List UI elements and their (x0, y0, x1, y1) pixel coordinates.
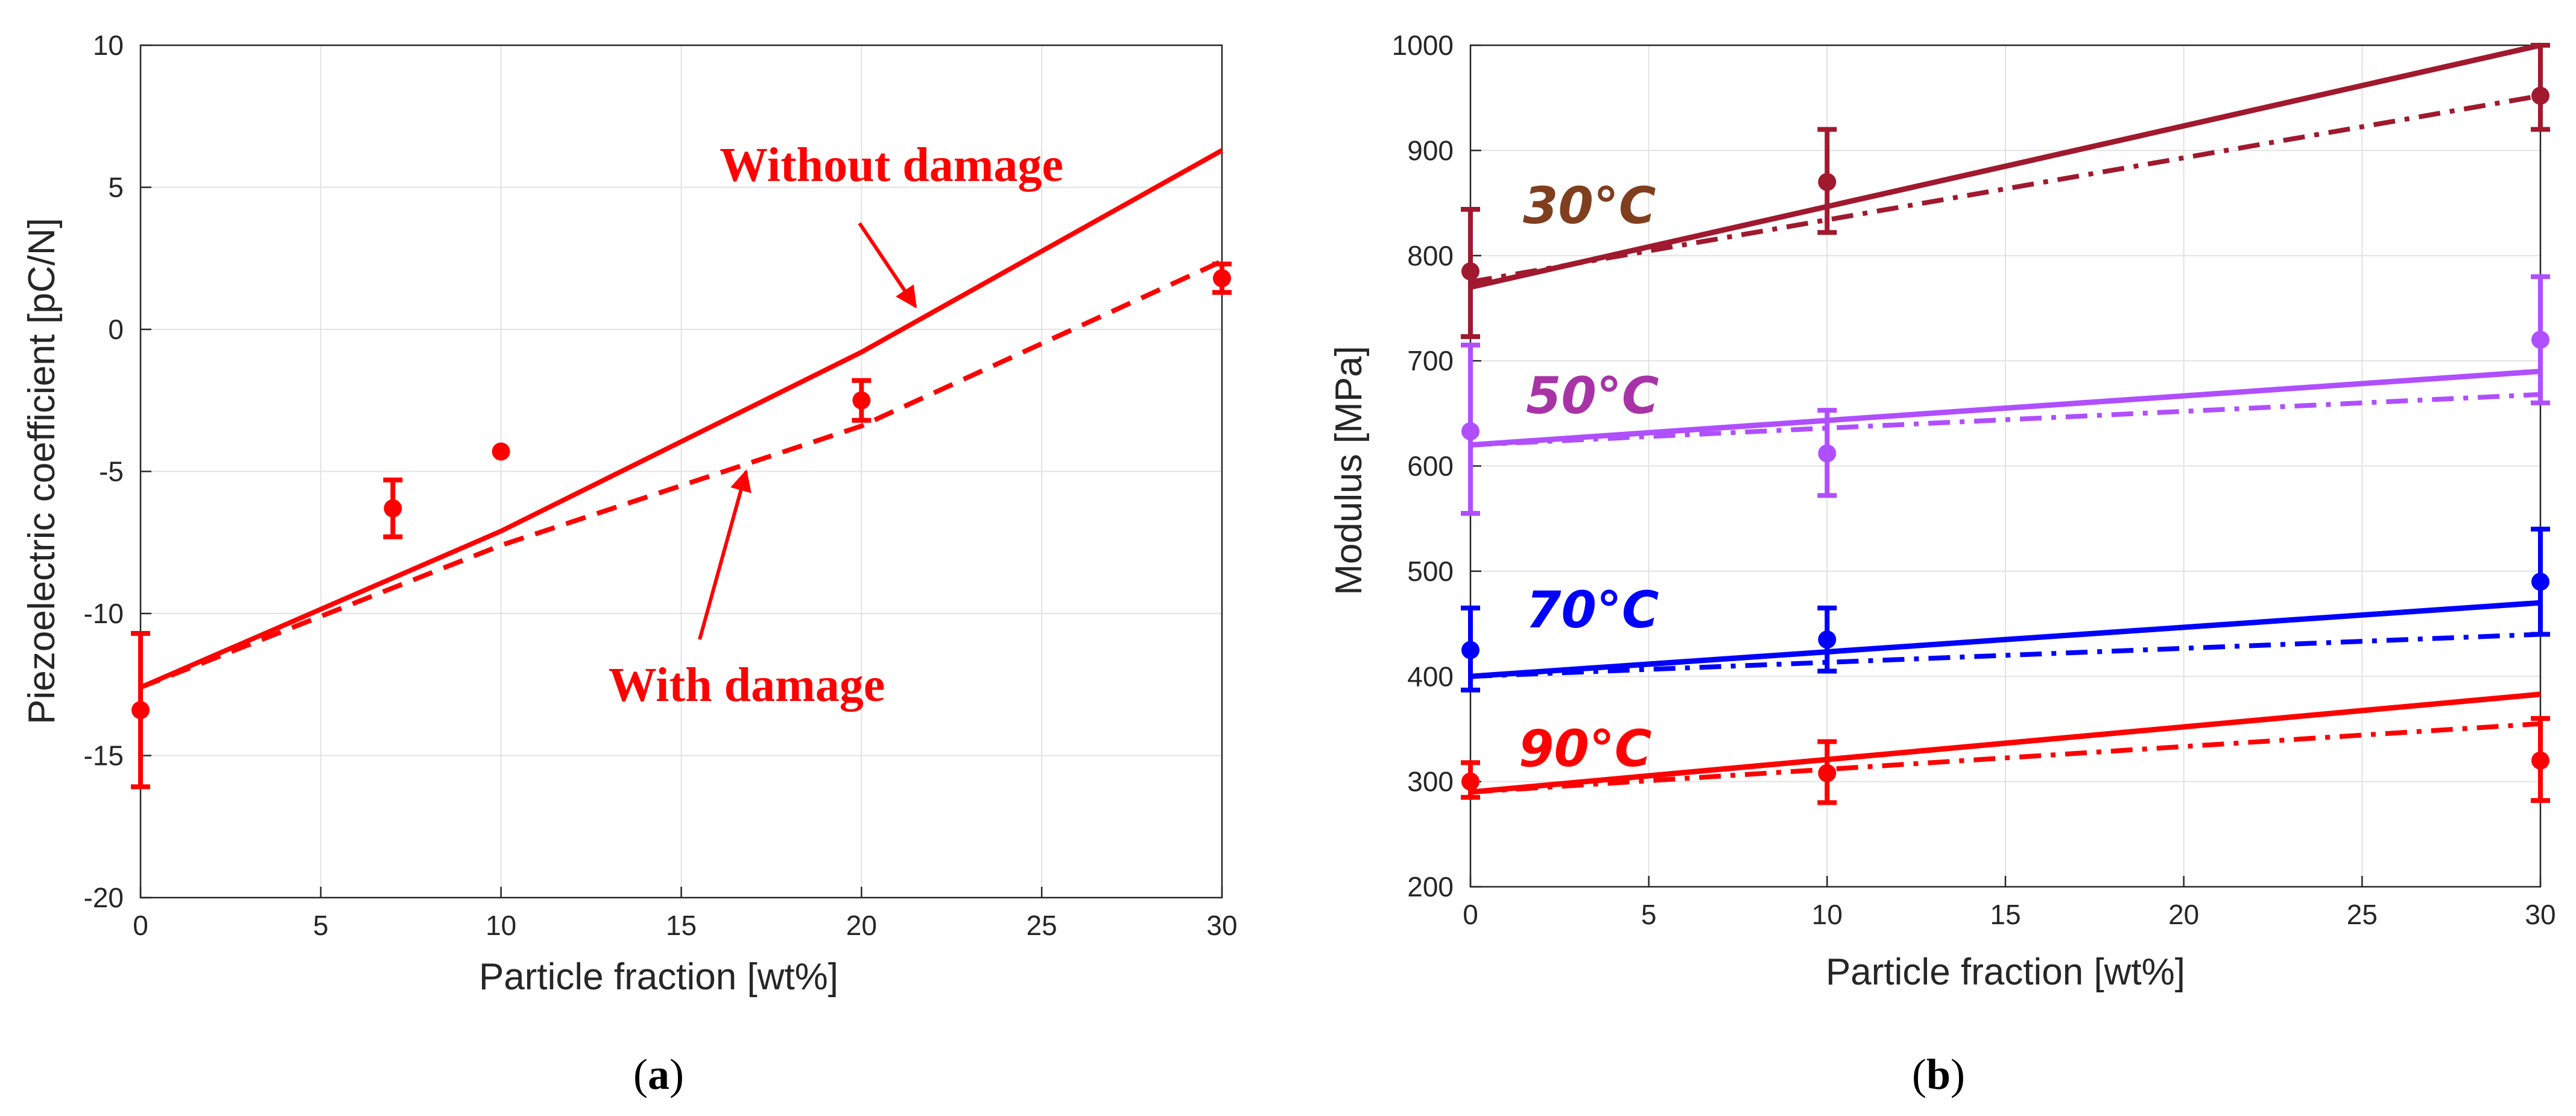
chart-a-data-point (852, 391, 871, 410)
chart-b-line-dashdot-90c (1470, 721, 2541, 795)
chart-b-ytick-label: 200 (1407, 871, 1454, 902)
chart-b-line-dashdot-70c (1470, 632, 2541, 679)
chart-b-data-point-50c (1818, 444, 1837, 463)
chart-b-data-point-70c (2531, 572, 2549, 591)
chart-a-arrow-with-damage (698, 469, 752, 640)
chart-b: 0 5 10 15 20 25 30 200 300 400 500 600 700 800 900 1000… (1328, 30, 2556, 1099)
chart-a-ytick-label: -15 (84, 740, 124, 772)
chart-b-data-point-50c (2531, 331, 2549, 349)
chart-a-xtick-label: 20 (846, 910, 877, 941)
chart-b-ytick-label: 900 (1407, 135, 1454, 166)
chart-b-data-point-90c (1461, 772, 1479, 791)
panel-paren-open: ( (633, 1050, 648, 1099)
chart-b-data-point-70c (1818, 630, 1837, 649)
chart-b-panel-label: (b) (1912, 1050, 1965, 1099)
chart-a-xtick-label: 0 (133, 910, 148, 941)
chart-b-ytick-label: 700 (1407, 345, 1454, 376)
chart-b-line-solid-30c (1470, 42, 2541, 290)
chart-b-xtick-label: 20 (2168, 899, 2199, 930)
chart-a-xlabel: Particle fraction [wt%] (479, 956, 838, 998)
chart-b-ytick-label: 600 (1407, 451, 1454, 482)
chart-b-ytick-label: 800 (1407, 240, 1454, 271)
chart-a-data-point (492, 442, 510, 461)
chart-b-xlabel: Particle fraction [wt%] (1826, 951, 2185, 993)
chart-b-data-point-70c (1461, 641, 1479, 659)
chart-a-points (131, 261, 1232, 790)
panel-letter: a (648, 1050, 669, 1099)
chart-a-annotation-without-damage: Without damage (720, 139, 1063, 192)
panel-paren-close: ) (1951, 1050, 1965, 1099)
chart-a-panel-label: (a) (633, 1050, 684, 1099)
chart-b-series (1470, 42, 2541, 795)
chart-a-ytick-label: 0 (108, 314, 124, 345)
chart-a-xtick-label: 15 (666, 910, 697, 941)
chart-b-xtick-label: 5 (1641, 899, 1657, 930)
chart-b-grid (1470, 45, 2541, 887)
chart-a-data-point (1213, 269, 1231, 288)
chart-a-ytick-label: -10 (84, 598, 124, 629)
chart-a-series (139, 148, 1223, 690)
chart-a-line-without-damage (139, 148, 1223, 690)
chart-a-ylabel: Piezoelectric coefficient [pC/N] (21, 218, 63, 724)
chart-a: 0 5 10 15 20 25 30 -20 -15 -10 -5 0 5 10 Without dama… (21, 30, 1238, 1099)
chart-b-ytick-label: 400 (1407, 661, 1454, 692)
panel-paren-close: ) (669, 1050, 684, 1099)
chart-a-data-point (384, 499, 402, 518)
chart-b-data-point-90c (2531, 751, 2549, 770)
chart-b-line-solid-70c (1470, 600, 2541, 679)
chart-b-line-solid-50c (1470, 369, 2541, 448)
chart-b-ytick-label: 300 (1407, 766, 1454, 797)
chart-a-ytick-label: 10 (93, 30, 124, 61)
chart-a-xtick-label: 5 (313, 910, 329, 941)
chart-b-line-dashdot-30c (1470, 93, 2541, 285)
chart-b-series-label-90c: 90°C (1519, 719, 1652, 778)
panel-paren-open: ( (1912, 1050, 1926, 1099)
chart-b-ytick-label: 1000 (1392, 30, 1454, 61)
chart-a-xtick-label: 30 (1206, 910, 1237, 941)
chart-b-line-solid-90c (1470, 691, 2541, 795)
chart-b-data-point-30c (2531, 86, 2549, 105)
chart-b-ticks: 0 5 10 15 20 25 30 200 300 400 500 600 700 800 900 1000 (1392, 30, 2556, 930)
chart-b-line-dashdot-50c (1470, 392, 2541, 448)
chart-b-data-point-90c (1818, 764, 1837, 782)
chart-a-ytick-label: -20 (84, 882, 124, 913)
chart-b-xtick-label: 10 (1812, 899, 1843, 930)
chart-a-xtick-label: 10 (486, 910, 516, 941)
chart-b-xtick-label: 15 (1990, 899, 2021, 930)
chart-a-arrow-without-damage (858, 222, 917, 309)
chart-b-series-label-70c: 70°C (1526, 580, 1659, 639)
chart-a-xtick-label: 25 (1027, 910, 1057, 941)
panel-letter: b (1926, 1050, 1951, 1099)
chart-a-annotations: Without damage With damage (609, 139, 1063, 712)
chart-a-ticks: 0 5 10 15 20 25 30 -20 -15 -10 -5 0 5 10 (84, 30, 1238, 941)
chart-b-xtick-label: 25 (2347, 899, 2378, 930)
chart-b-data-point-30c (1818, 173, 1837, 191)
chart-b-xtick-label: 0 (1463, 899, 1478, 930)
chart-b-series-label-50c: 50°C (1526, 366, 1659, 425)
chart-a-ytick-label: -5 (99, 456, 124, 487)
chart-a-annotation-with-damage: With damage (609, 659, 885, 712)
chart-b-data-point-50c (1461, 422, 1479, 440)
chart-b-series-labels: 30°C 50°C 70°C 90°C (1519, 176, 1659, 778)
chart-b-series-label-30c: 30°C (1523, 176, 1656, 235)
chart-b-xtick-label: 30 (2525, 899, 2555, 930)
chart-a-ytick-label: 5 (108, 172, 124, 203)
chart-a-data-point (131, 701, 150, 720)
chart-b-ylabel: Modulus [MPa] (1328, 346, 1370, 595)
chart-b-ytick-label: 500 (1407, 556, 1454, 587)
chart-b-points (1461, 43, 2550, 805)
chart-b-data-point-30c (1461, 262, 1479, 281)
